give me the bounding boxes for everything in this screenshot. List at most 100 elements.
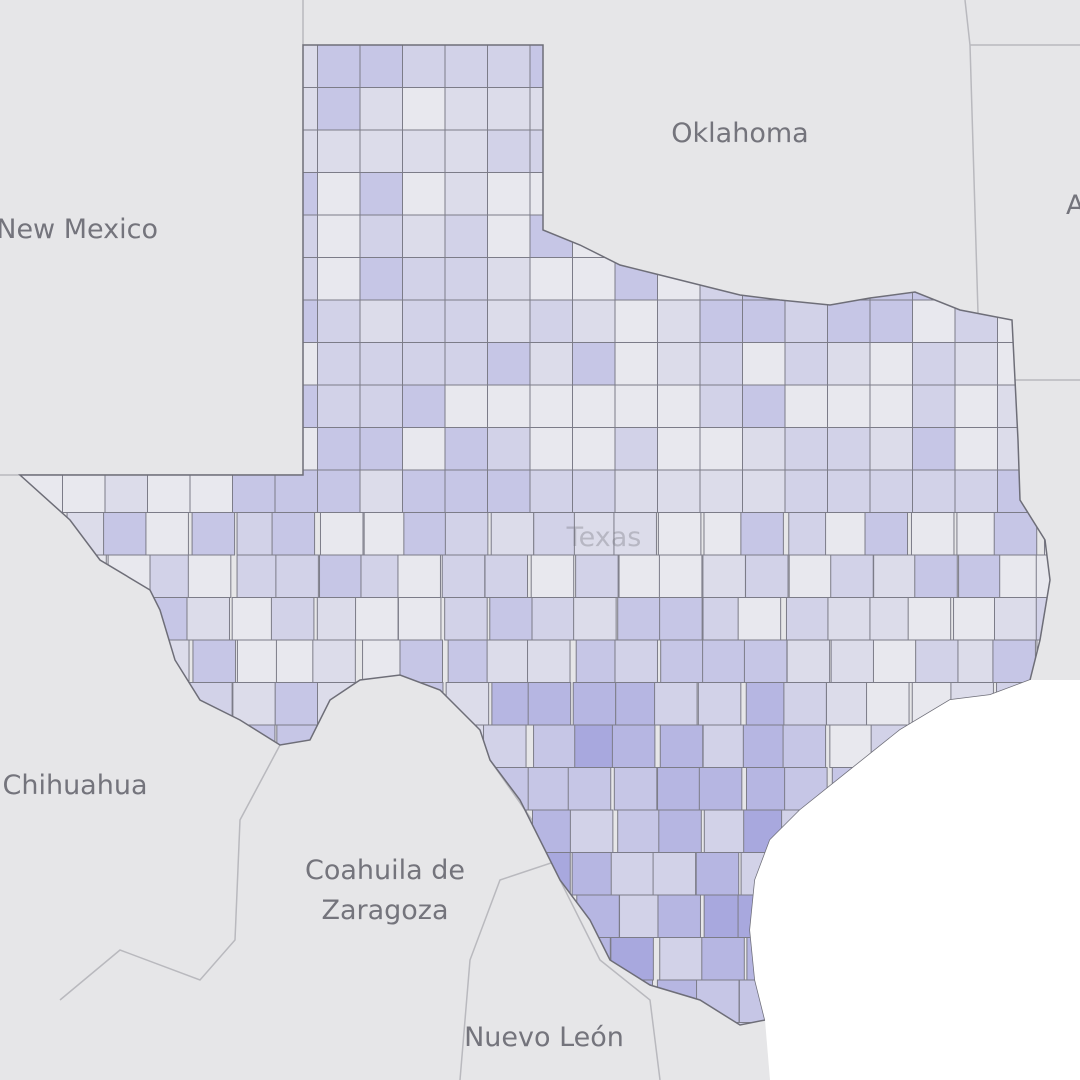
county [999, 554, 1043, 598]
county [487, 427, 531, 471]
county [613, 512, 657, 556]
county [743, 639, 788, 683]
county [402, 87, 446, 131]
county [145, 512, 189, 556]
county [402, 257, 446, 301]
county [317, 45, 361, 88]
county [270, 597, 315, 641]
county [574, 724, 618, 768]
county [652, 852, 697, 896]
county [784, 299, 828, 343]
county [487, 384, 531, 428]
county [657, 512, 702, 556]
county [316, 597, 361, 641]
county [572, 682, 617, 726]
county [657, 894, 701, 938]
county [572, 469, 616, 513]
label: Zaragoza [321, 895, 448, 926]
county [956, 512, 1000, 556]
county [615, 682, 659, 726]
county [702, 639, 746, 683]
county [104, 469, 148, 513]
county [994, 597, 1038, 641]
county [359, 384, 403, 428]
county [699, 342, 743, 386]
county [830, 639, 875, 683]
county [359, 129, 403, 173]
county [660, 639, 704, 683]
county [397, 554, 441, 598]
label: New Mexico [0, 214, 158, 245]
county [617, 809, 661, 853]
county [487, 129, 531, 173]
county [742, 342, 786, 386]
county [614, 639, 658, 683]
county [737, 597, 782, 641]
county [701, 937, 745, 981]
county [654, 682, 698, 726]
county [444, 342, 488, 386]
county [317, 469, 361, 513]
label: Nuevo León [464, 1022, 624, 1053]
county [402, 342, 446, 386]
county [231, 597, 276, 641]
county [786, 639, 831, 683]
county [317, 214, 361, 258]
county [359, 172, 403, 216]
county [397, 597, 442, 641]
county [444, 597, 488, 641]
county [572, 257, 616, 301]
county [742, 384, 786, 428]
county [745, 554, 789, 598]
county [659, 597, 703, 641]
county [910, 512, 955, 556]
county [402, 172, 446, 216]
county [827, 469, 871, 513]
county [444, 214, 488, 258]
county [232, 469, 276, 513]
county [614, 299, 658, 343]
county [825, 682, 870, 726]
label: Texas [566, 522, 642, 553]
county [236, 639, 281, 683]
county [657, 427, 701, 471]
county [827, 427, 871, 471]
county [869, 384, 913, 428]
county [355, 597, 399, 641]
county [1035, 554, 1050, 598]
county [363, 512, 408, 556]
county [402, 45, 446, 88]
county [912, 469, 956, 513]
county [444, 129, 488, 173]
county [274, 682, 319, 726]
county [869, 469, 913, 513]
county [695, 852, 740, 896]
county [444, 469, 488, 513]
county [319, 554, 363, 598]
county [699, 469, 743, 513]
county [869, 427, 913, 471]
county [864, 512, 909, 556]
county [444, 87, 488, 131]
county [742, 427, 786, 471]
county [697, 682, 742, 726]
county [490, 512, 535, 556]
county [487, 45, 531, 88]
county [788, 554, 833, 598]
county [360, 554, 404, 598]
county [869, 342, 913, 386]
label: Coahuila de [305, 855, 465, 886]
county [702, 724, 747, 768]
county [527, 682, 572, 726]
county [399, 639, 443, 683]
county [699, 384, 743, 428]
county [740, 512, 784, 556]
county [657, 384, 701, 428]
county [614, 384, 658, 428]
county [402, 427, 446, 471]
county [869, 299, 913, 343]
label: A [1066, 190, 1080, 221]
county [236, 554, 281, 598]
county [487, 87, 531, 131]
